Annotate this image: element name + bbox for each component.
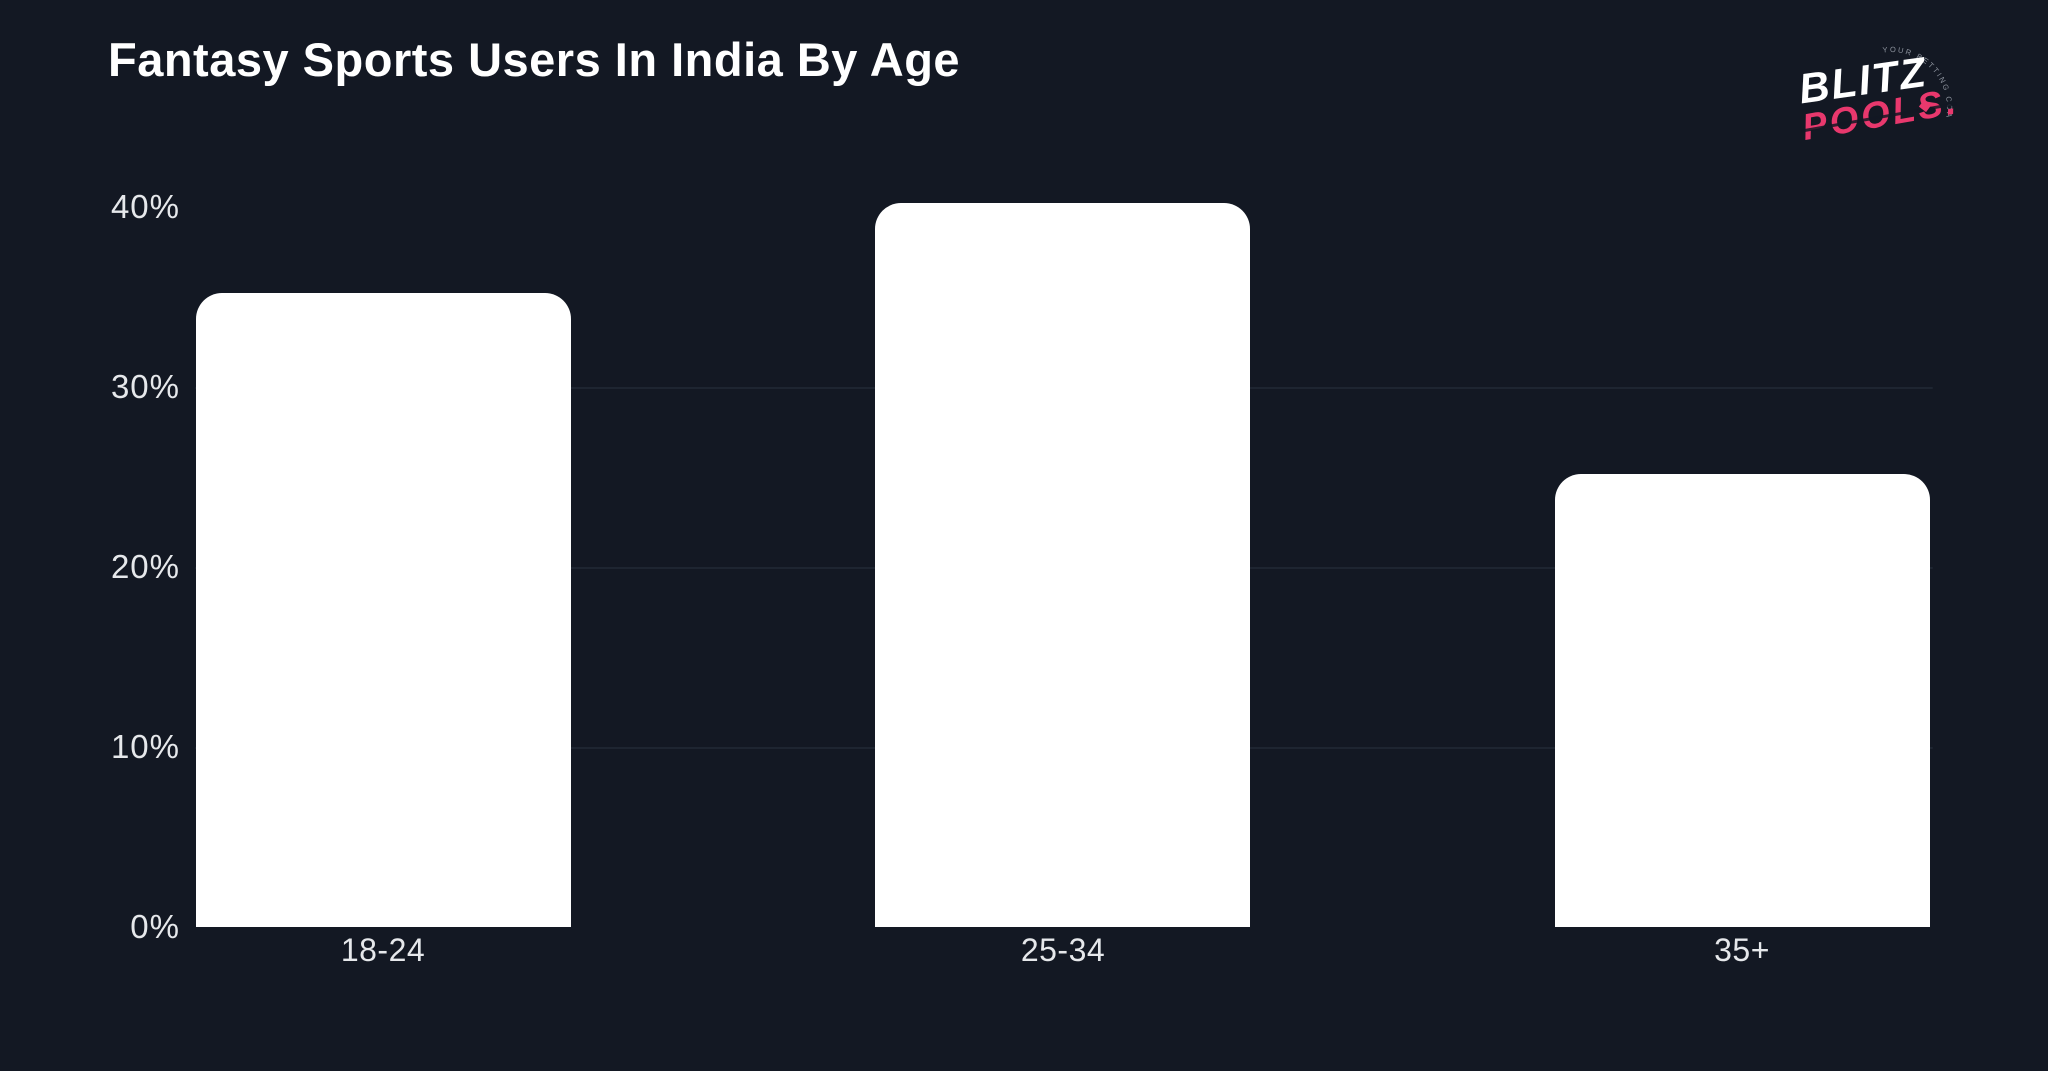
y-axis-tick-label: 40% xyxy=(110,188,180,225)
x-axis-category-label: 18-24 xyxy=(340,932,426,968)
x-axis-category-label: 35+ xyxy=(1714,932,1770,968)
chart-title: Fantasy Sports Users In India By Age xyxy=(108,33,961,86)
bar-18-24 xyxy=(196,293,571,927)
y-axis-tick-label: 10% xyxy=(110,728,180,765)
bar-35+ xyxy=(1555,474,1930,927)
y-axis-tick-label: 20% xyxy=(110,548,180,585)
bar-25-34 xyxy=(875,203,1250,927)
y-axis-tick-label: 30% xyxy=(110,368,180,405)
x-axis-category-label: 25-34 xyxy=(1020,932,1106,968)
y-axis-tick-label: 0% xyxy=(130,908,180,945)
